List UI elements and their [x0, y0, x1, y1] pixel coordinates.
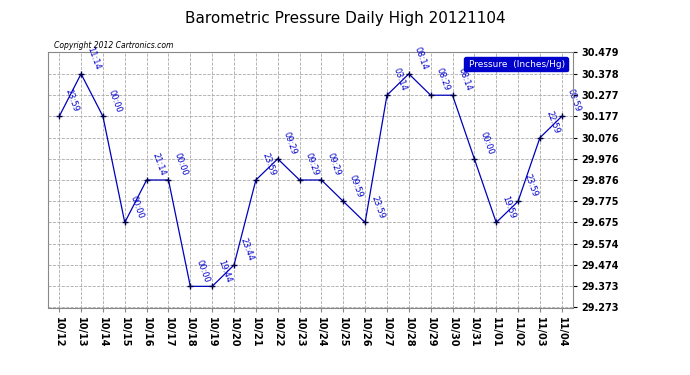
- Legend: Pressure  (Inches/Hg): Pressure (Inches/Hg): [464, 57, 568, 71]
- Text: 00:00: 00:00: [107, 88, 124, 114]
- Text: 09:59: 09:59: [348, 173, 364, 199]
- Text: 09:29: 09:29: [304, 152, 320, 177]
- Text: 21:14: 21:14: [151, 152, 168, 177]
- Text: 08:29: 08:29: [435, 67, 451, 92]
- Text: 23:59: 23:59: [369, 194, 386, 220]
- Text: 00:00: 00:00: [195, 258, 211, 284]
- Text: Copyright 2012 Cartronics.com: Copyright 2012 Cartronics.com: [54, 41, 173, 50]
- Text: 03:14: 03:14: [391, 67, 408, 92]
- Text: 08:14: 08:14: [457, 67, 473, 92]
- Text: 08:59: 08:59: [566, 88, 582, 114]
- Text: 08:14: 08:14: [413, 46, 430, 71]
- Text: 23:59: 23:59: [522, 173, 539, 199]
- Text: 09:29: 09:29: [282, 130, 299, 156]
- Text: 22:59: 22:59: [544, 110, 561, 135]
- Text: 19:44: 19:44: [217, 258, 233, 284]
- Text: Barometric Pressure Daily High 20121104: Barometric Pressure Daily High 20121104: [185, 11, 505, 26]
- Text: 23:44: 23:44: [238, 237, 255, 262]
- Text: 23:59: 23:59: [260, 152, 277, 177]
- Text: 00:00: 00:00: [172, 152, 189, 177]
- Text: 11:14: 11:14: [86, 46, 102, 71]
- Text: 00:00: 00:00: [479, 130, 495, 156]
- Text: 09:29: 09:29: [326, 152, 342, 177]
- Text: 00:00: 00:00: [129, 194, 146, 220]
- Text: 23:59: 23:59: [63, 88, 80, 114]
- Text: 19:59: 19:59: [500, 194, 517, 220]
